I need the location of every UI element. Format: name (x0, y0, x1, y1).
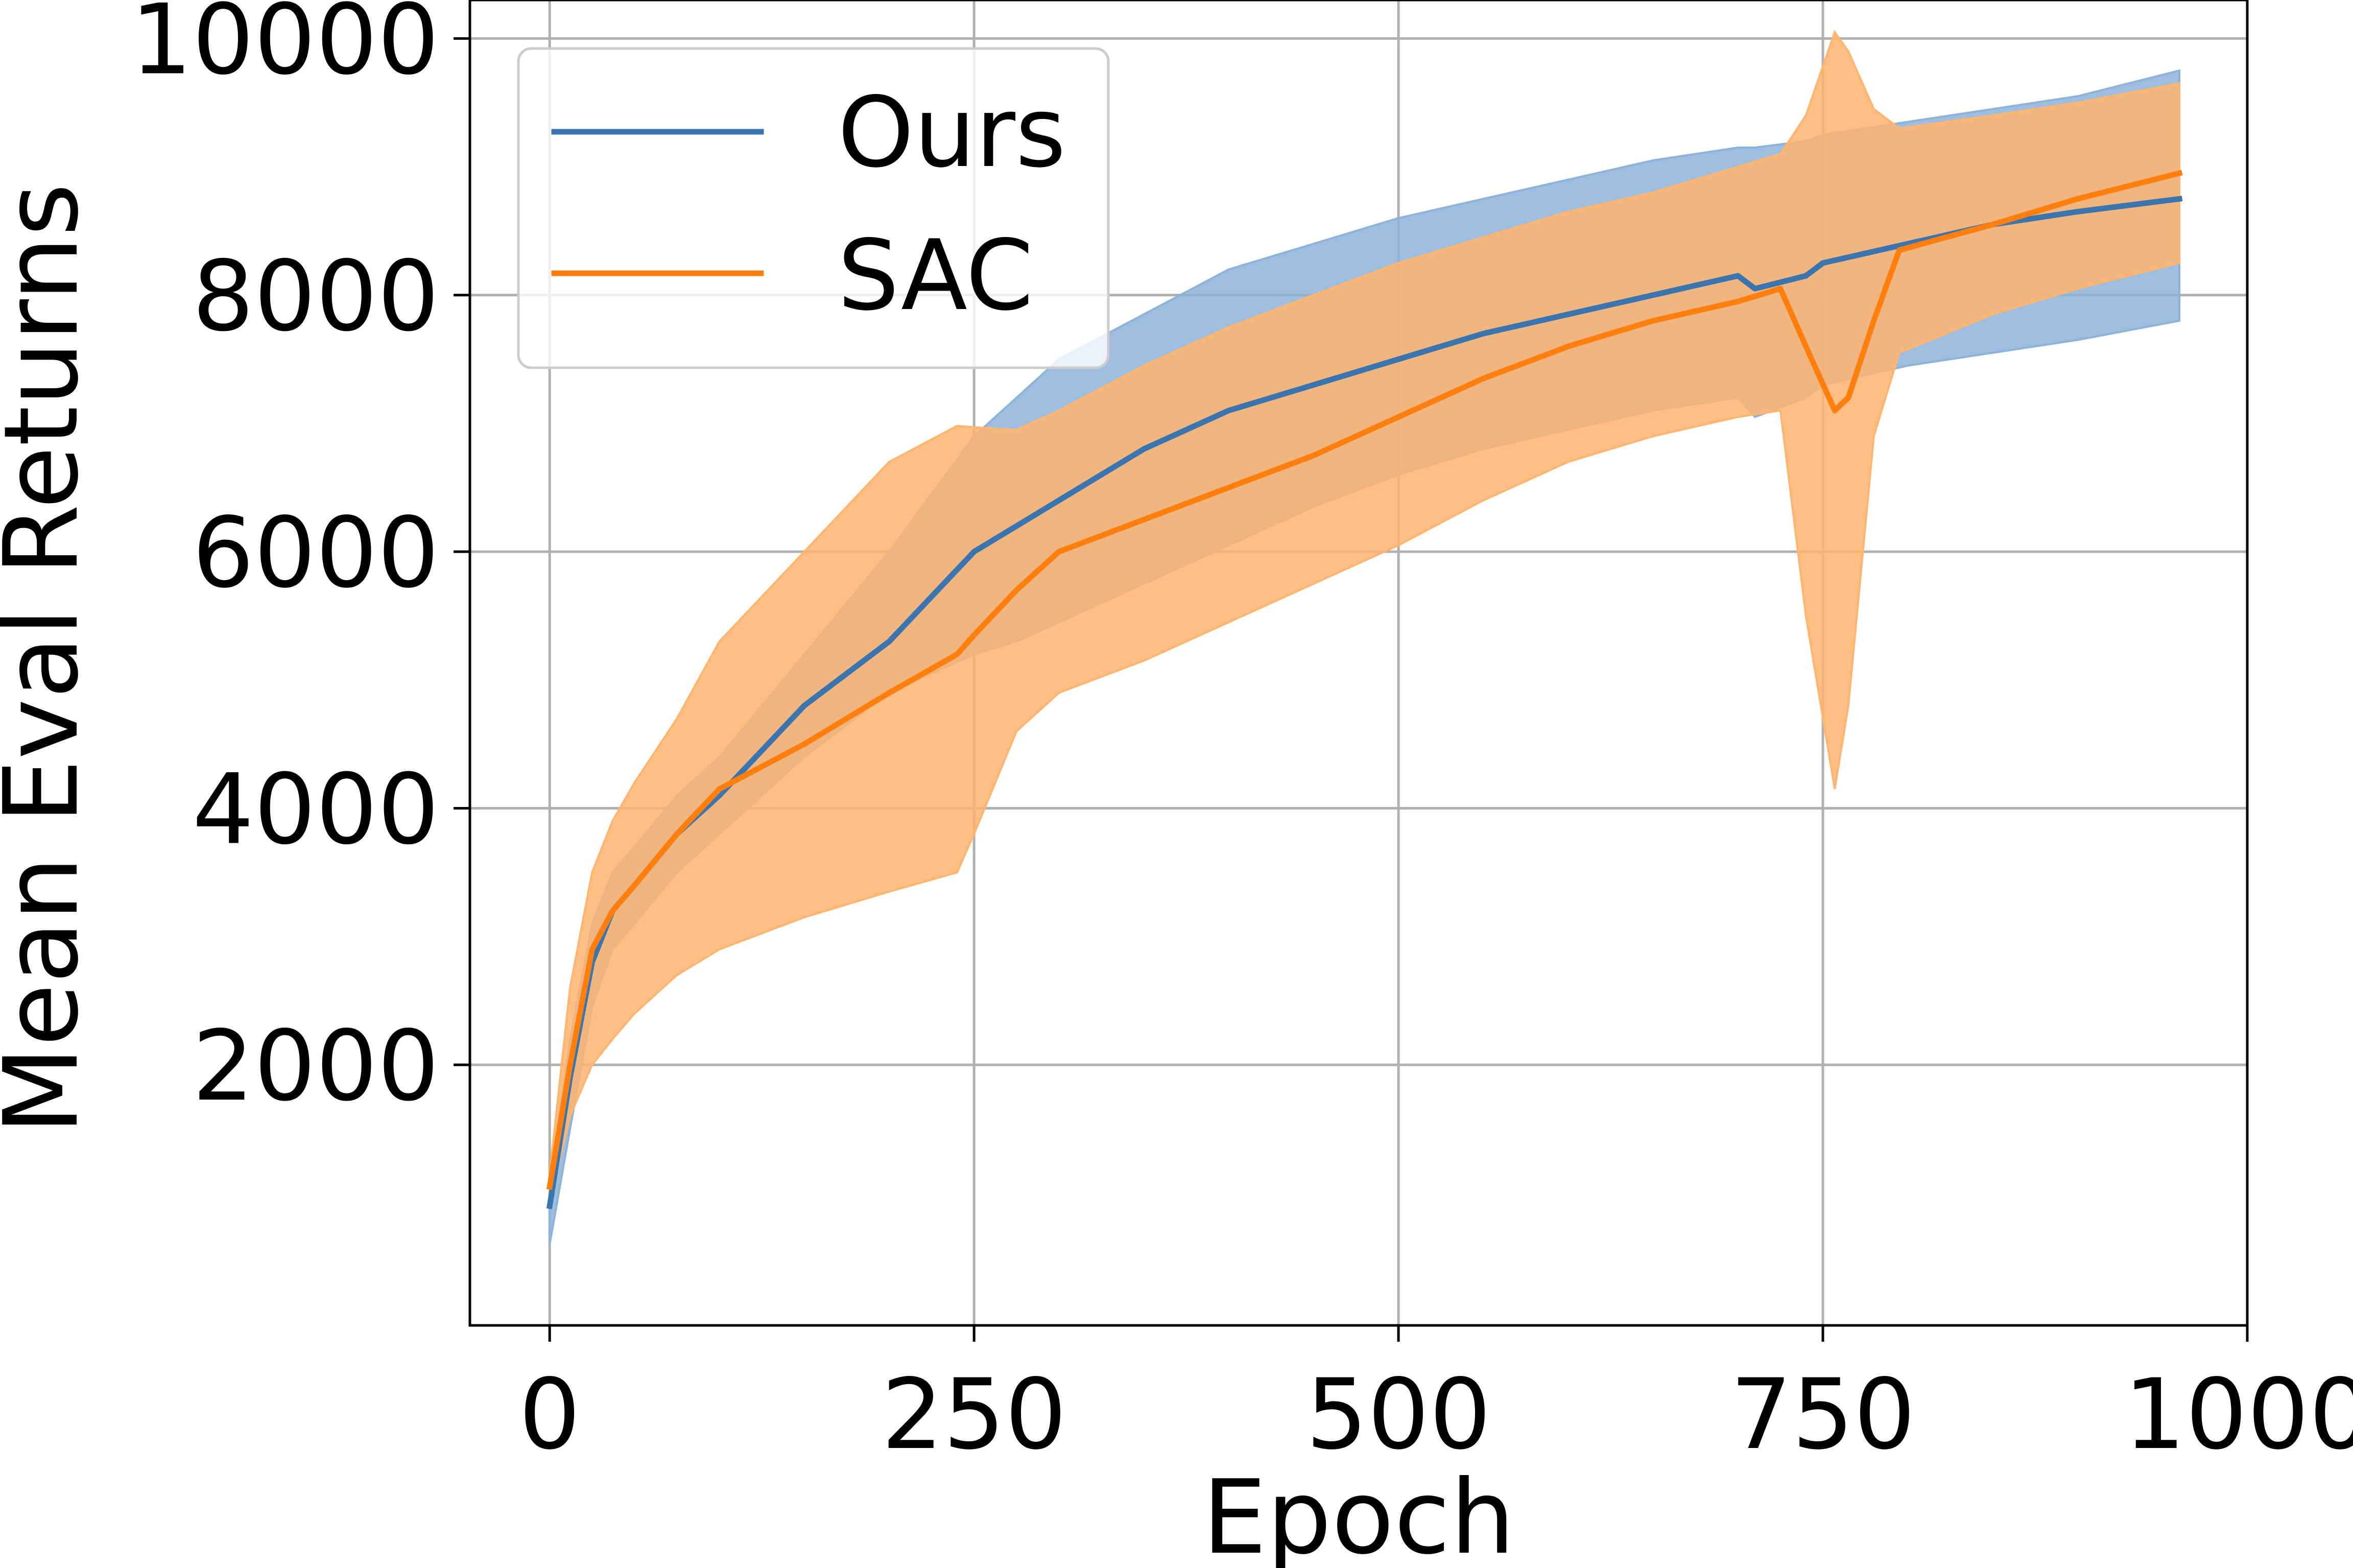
y-axis-title: Mean Eval Returns (0, 183, 101, 1135)
y-tick-label: 8000 (192, 240, 439, 353)
x-axis-title: Epoch (1202, 1458, 1515, 1568)
x-tick-label: 250 (882, 1358, 1067, 1471)
legend-box (517, 47, 1110, 369)
series-line-sac (546, 170, 2183, 1190)
x-tick-label: 0 (519, 1358, 581, 1471)
series-lines (546, 170, 2183, 1209)
y-tick-label: 2000 (192, 1010, 439, 1123)
x-tick-label: 500 (1306, 1358, 1491, 1471)
band-sac (549, 30, 2181, 1200)
legend-label-sac: SAC (838, 219, 1033, 332)
x-tick-label: 750 (1730, 1358, 1916, 1471)
y-tick-labels: 2000 4000 6000 8000 10000 (131, 0, 439, 1123)
legend-label-ours: Ours (838, 76, 1066, 189)
plot-frame (468, 0, 2249, 1327)
y-tick-label: 10000 (131, 0, 439, 96)
y-tick-label: 4000 (192, 753, 439, 866)
legend: Ours SAC (517, 47, 1110, 369)
y-tick-label: 6000 (192, 496, 439, 609)
tick-marks (454, 37, 2249, 1342)
x-tick-label: 1000 (2124, 1358, 2353, 1471)
x-tick-labels: 0 250 500 750 1000 (519, 1358, 2353, 1471)
